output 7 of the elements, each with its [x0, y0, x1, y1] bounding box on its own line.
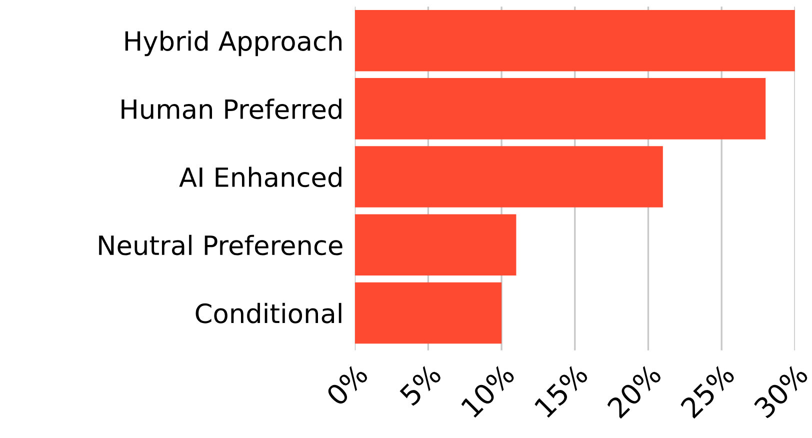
x-tick-label: 0% — [325, 362, 369, 407]
y-tick-label: Hybrid Approach — [125, 30, 342, 56]
x-tick-label: 5% — [398, 362, 442, 406]
y-tick-label: AI Enhanced — [179, 166, 342, 188]
y-tick-label: Human Preferred — [122, 98, 342, 120]
y-tick-label: Conditional — [196, 302, 342, 324]
y-tick-label: Neutral Preference — [99, 234, 342, 256]
